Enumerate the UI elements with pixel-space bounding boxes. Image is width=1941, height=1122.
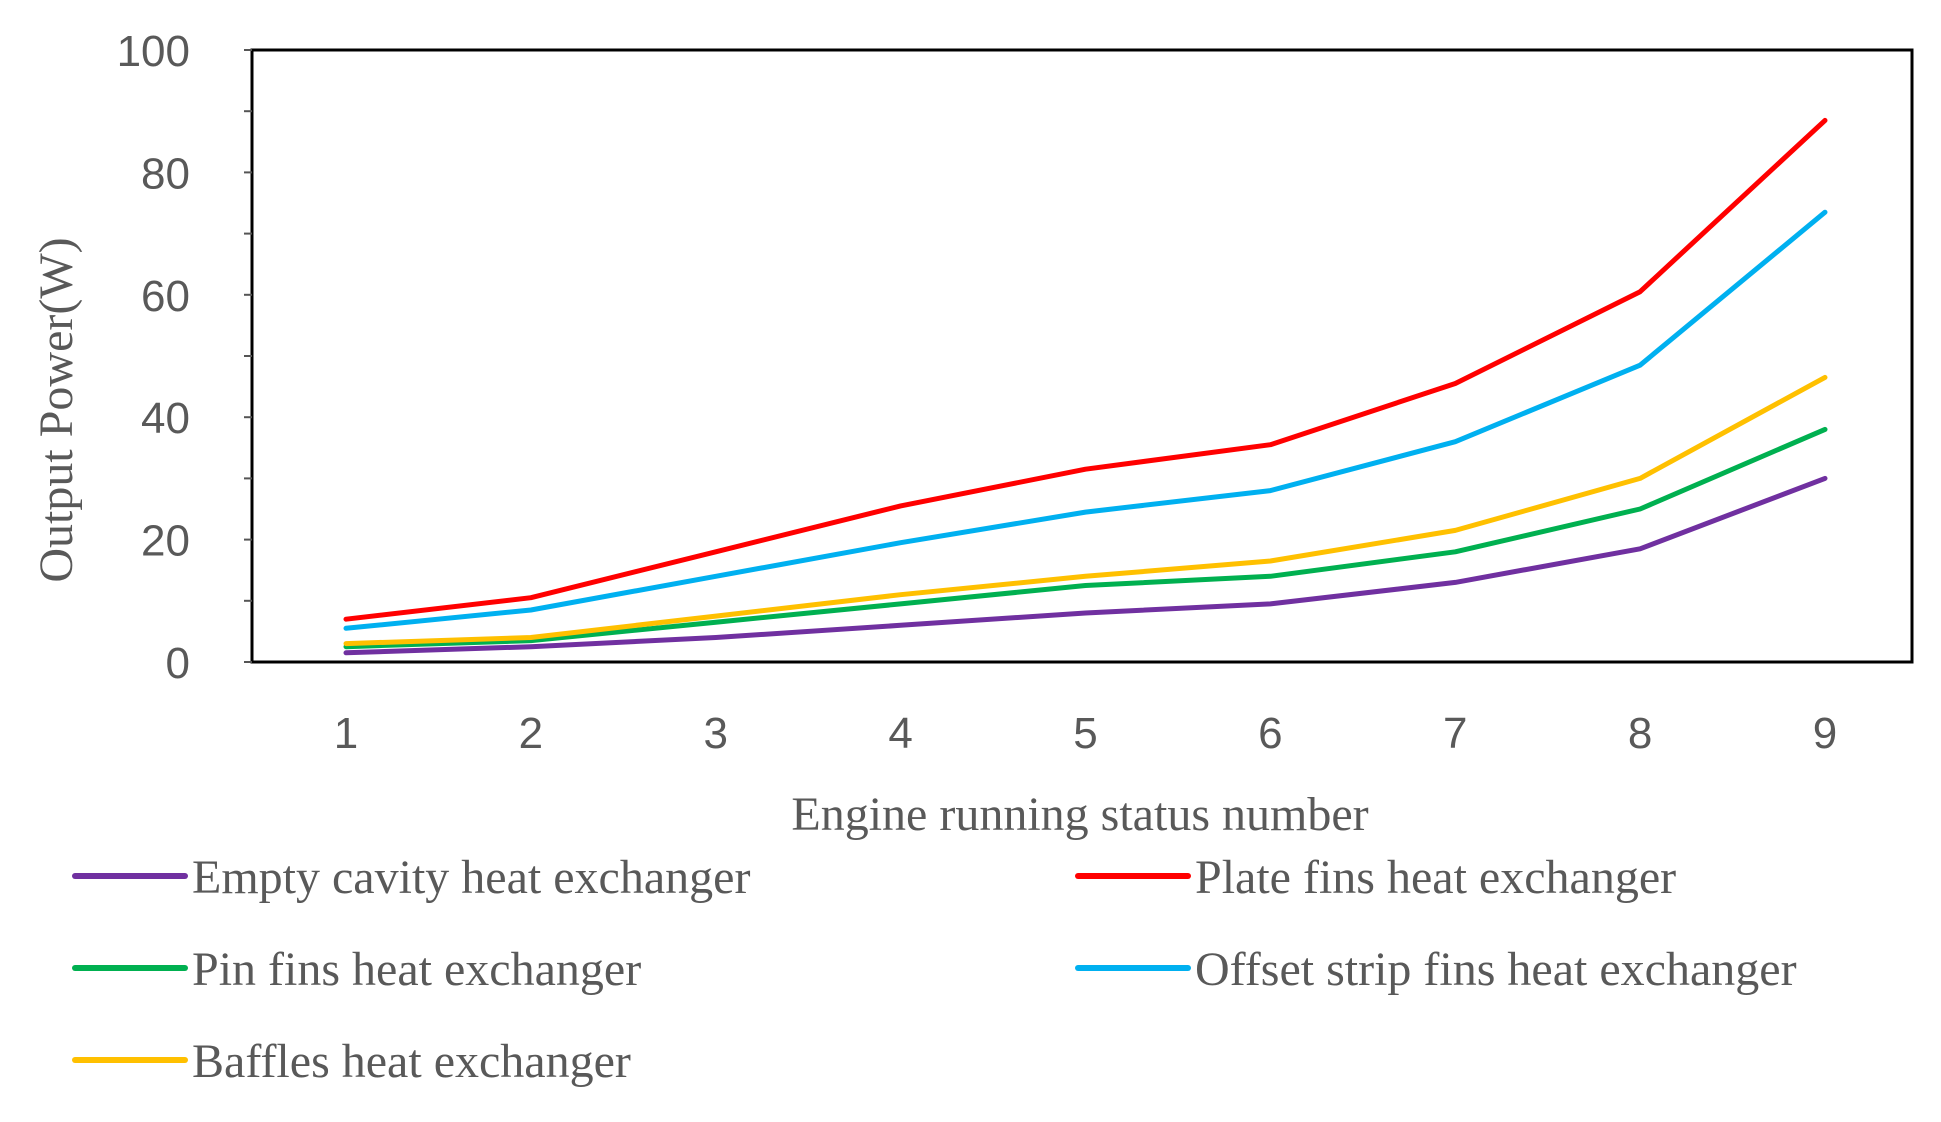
legend-label: Offset strip fins heat exchanger bbox=[1195, 943, 1797, 996]
legend-label: Empty cavity heat exchanger bbox=[192, 851, 750, 904]
y-axis-title: Output Power(W) bbox=[30, 237, 83, 582]
series-line-plate-fins-heat-exchanger bbox=[343, 117, 1828, 622]
x-tick-label: 5 bbox=[1073, 709, 1097, 758]
x-tick-label: 2 bbox=[519, 709, 543, 758]
legend-label: Pin fins heat exchanger bbox=[192, 943, 641, 996]
y-axis-tick-labels: 0 20 40 60 80 100 bbox=[117, 27, 190, 688]
plot-frame bbox=[250, 48, 1914, 664]
legend: Empty cavity heat exchanger Plate fins he… bbox=[72, 851, 1797, 1088]
legend-item-empty-cavity-heat-exchanger: Empty cavity heat exchanger bbox=[72, 851, 750, 904]
series-line-empty-cavity-heat-exchanger bbox=[343, 475, 1828, 656]
legend-item-plate-fins-heat-exchanger: Plate fins heat exchanger bbox=[1075, 851, 1676, 904]
plot-area-border bbox=[250, 48, 1914, 664]
series-line-pin-fins-heat-exchanger bbox=[343, 426, 1828, 650]
legend-item-baffles-heat-exchanger: Baffles heat exchanger bbox=[72, 1035, 631, 1088]
x-tick-label: 9 bbox=[1813, 709, 1837, 758]
x-axis-tick-labels: 1 2 3 4 5 6 7 8 9 bbox=[334, 709, 1837, 758]
y-tick-label: 60 bbox=[141, 272, 190, 321]
x-tick-label: 4 bbox=[888, 709, 912, 758]
series-lines bbox=[343, 117, 1828, 656]
y-tick-label: 80 bbox=[141, 149, 190, 198]
legend-label: Baffles heat exchanger bbox=[192, 1035, 631, 1088]
x-axis-title: Engine running status number bbox=[791, 788, 1368, 841]
y-tick-label: 100 bbox=[117, 27, 190, 76]
y-tick-label: 0 bbox=[166, 639, 190, 688]
y-axis-ticks bbox=[244, 49, 252, 663]
x-tick-label: 3 bbox=[704, 709, 728, 758]
legend-item-offset-strip-fins-heat-exchanger: Offset strip fins heat exchanger bbox=[1075, 943, 1797, 996]
series-line-baffles-heat-exchanger bbox=[343, 374, 1828, 647]
x-tick-label: 1 bbox=[334, 709, 358, 758]
x-tick-label: 8 bbox=[1628, 709, 1652, 758]
x-tick-label: 7 bbox=[1443, 709, 1467, 758]
legend-label: Plate fins heat exchanger bbox=[1195, 851, 1676, 904]
y-tick-label: 40 bbox=[141, 394, 190, 443]
series-line-offset-strip-fins-heat-exchanger bbox=[343, 209, 1828, 631]
x-tick-label: 6 bbox=[1258, 709, 1282, 758]
legend-item-pin-fins-heat-exchanger: Pin fins heat exchanger bbox=[72, 943, 641, 996]
y-tick-label: 20 bbox=[141, 517, 190, 566]
